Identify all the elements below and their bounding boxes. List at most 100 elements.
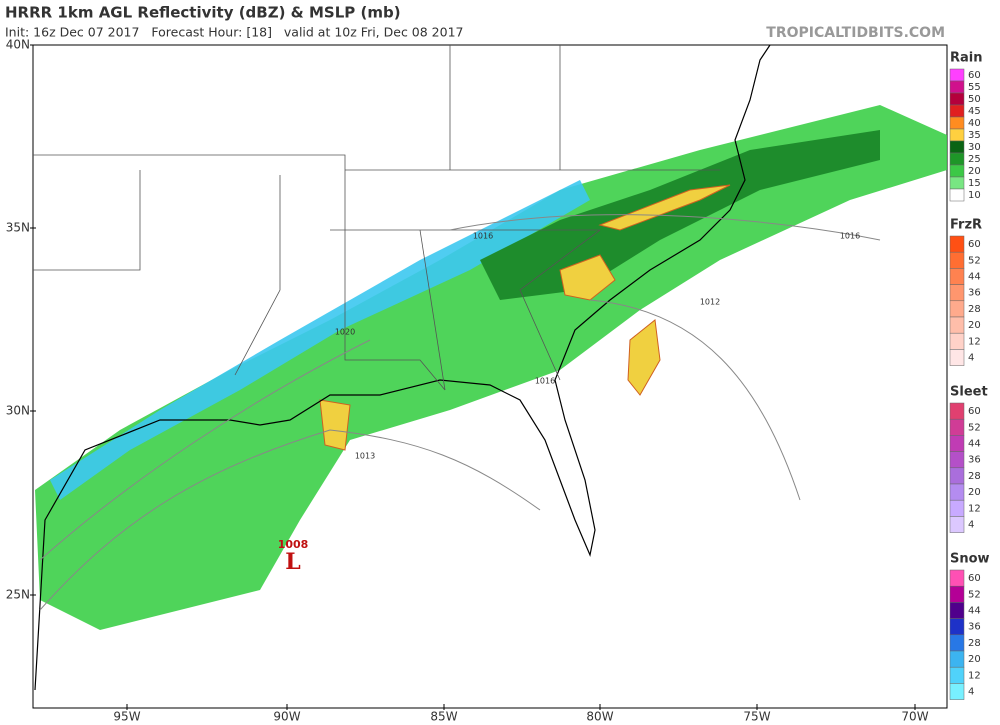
- legend-swatch: [949, 467, 965, 485]
- legend-swatch: [949, 499, 965, 517]
- legend-swatch: [949, 128, 965, 142]
- isobars: [39, 214, 881, 611]
- legend-swatch: [949, 235, 965, 253]
- lon-label: 70W: [901, 710, 928, 724]
- legend-level: 28: [968, 638, 981, 649]
- legend-swatch: [949, 300, 965, 318]
- legend-swatch: [949, 683, 965, 700]
- subtitle: Init: 16z Dec 07 2017 Forecast Hour: [18…: [5, 25, 463, 40]
- isobar-label: 1020: [335, 328, 355, 337]
- isobar-label: 1016: [840, 232, 860, 241]
- map: [32, 44, 948, 709]
- legend-swatch: [949, 349, 965, 366]
- legend-level: 60: [968, 70, 981, 81]
- legend-level: 44: [968, 606, 981, 617]
- legend-level: 20: [968, 654, 981, 665]
- legend-level: 45: [968, 106, 981, 117]
- lon-label: 80W: [586, 710, 613, 724]
- legend-level: 60: [968, 573, 981, 584]
- legend-swatch: [949, 176, 965, 190]
- legend-title: Rain: [950, 51, 983, 66]
- legend-swatch: [949, 251, 965, 269]
- legend-level: 12: [968, 670, 981, 681]
- legend-level: 15: [968, 178, 981, 189]
- legend-level: 28: [968, 471, 981, 482]
- legend-swatch: [949, 104, 965, 118]
- legend-swatch: [949, 80, 965, 94]
- legend-level: 60: [968, 239, 981, 250]
- legend-level: 20: [968, 320, 981, 331]
- legend-swatch: [949, 316, 965, 334]
- lon-label: 95W: [113, 710, 140, 724]
- legend-title: Sleet: [950, 385, 988, 400]
- legend-swatch: [949, 418, 965, 436]
- legend-level: 36: [968, 288, 981, 299]
- legend-swatch: [949, 116, 965, 130]
- isobar-label: 1016: [473, 232, 493, 241]
- lat-label: 30N: [6, 404, 30, 418]
- legend-level: 44: [968, 272, 981, 283]
- legend-swatch: [949, 618, 965, 636]
- legend-title: Snow: [950, 552, 990, 567]
- legend-swatch: [949, 634, 965, 652]
- legend-swatch: [949, 435, 965, 452]
- legend-swatch: [949, 402, 965, 420]
- legend-swatch: [949, 140, 965, 154]
- legend-level: 28: [968, 304, 981, 315]
- legend-level: 25: [968, 154, 981, 165]
- low-pressure-value: 1008: [278, 538, 309, 551]
- legend-level: 44: [968, 439, 981, 450]
- credit: TROPICALTIDBITS.COM: [766, 25, 945, 41]
- legend-swatch: [949, 602, 965, 619]
- lon-label: 85W: [430, 710, 457, 724]
- legend-level: 4: [968, 520, 974, 531]
- legend-level: 52: [968, 255, 981, 266]
- legend-level: 36: [968, 455, 981, 466]
- legend-level: 52: [968, 422, 981, 433]
- legend-swatch: [949, 666, 965, 684]
- legend-swatch: [949, 152, 965, 166]
- legend-level: 36: [968, 622, 981, 633]
- legend-level: 12: [968, 336, 981, 347]
- legend-swatch: [949, 451, 965, 469]
- legend-swatch: [949, 164, 965, 178]
- legend-level: 35: [968, 130, 981, 141]
- legend-swatch: [949, 68, 965, 82]
- legend-swatch: [949, 332, 965, 350]
- isobar-label: 1016: [535, 377, 555, 386]
- legend-level: 50: [968, 94, 981, 105]
- legend-swatch: [949, 284, 965, 302]
- heavy-cells: [319, 184, 731, 451]
- legend-swatch: [949, 268, 965, 285]
- legend-level: 4: [968, 353, 974, 364]
- title: HRRR 1km AGL Reflectivity (dBZ) & MSLP (…: [5, 4, 401, 22]
- legend-swatch: [949, 650, 965, 668]
- legend-level: 20: [968, 166, 981, 177]
- lon-label: 75W: [743, 710, 770, 724]
- legend-level: 60: [968, 406, 981, 417]
- isobar-label: 1012: [700, 298, 720, 307]
- low-pressure-marker: L: [285, 549, 300, 575]
- lat-label: 25N: [6, 588, 30, 602]
- legend-level: 40: [968, 118, 981, 129]
- legend-level: 55: [968, 82, 981, 93]
- heavy-rain: [480, 130, 880, 300]
- legend-swatch: [949, 188, 965, 202]
- legend-level: 10: [968, 190, 981, 201]
- legend-level: 52: [968, 589, 981, 600]
- lat-label: 40N: [6, 38, 30, 52]
- lon-label: 90W: [273, 710, 300, 724]
- legend-swatch: [949, 483, 965, 501]
- legend-level: 30: [968, 142, 981, 153]
- legend-level: 20: [968, 487, 981, 498]
- isobar-label: 1013: [355, 452, 375, 461]
- legend: Rain6055504540353025201510FrzR6052443628…: [949, 51, 990, 700]
- legend-swatch: [949, 569, 965, 587]
- lat-label: 35N: [6, 221, 30, 235]
- legend-swatch: [949, 585, 965, 603]
- legend-swatch: [949, 92, 965, 106]
- coastline: [34, 44, 771, 691]
- legend-title: FrzR: [950, 218, 982, 233]
- legend-swatch: [949, 516, 965, 533]
